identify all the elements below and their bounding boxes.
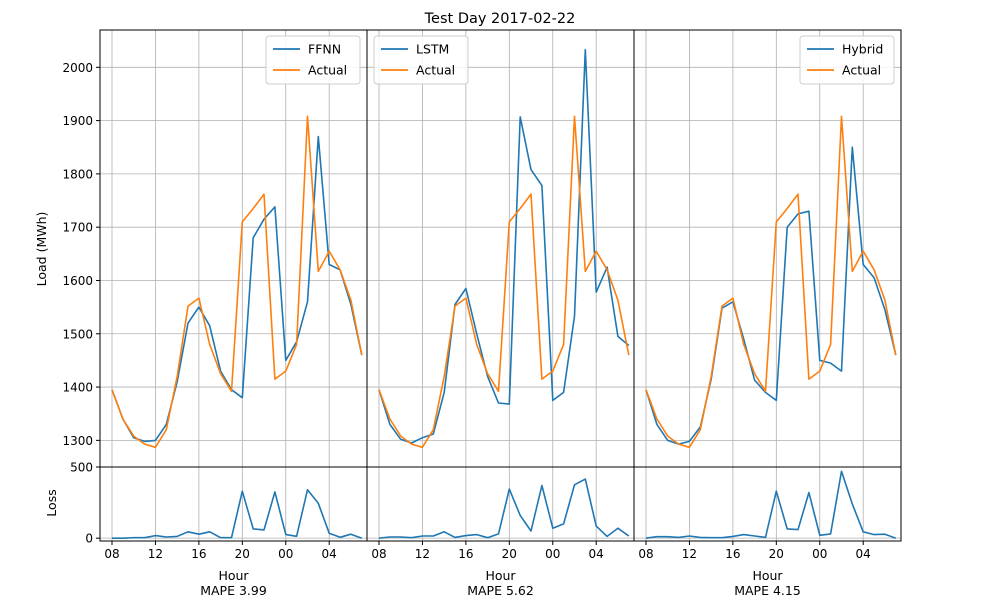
y-tick-label: 1500 [62,327,93,341]
plot-frame [633,466,902,542]
legend-label: Hybrid [842,42,883,57]
loss-line [645,470,897,539]
figure-title: Test Day 2017-02-22 [424,11,576,27]
legend-label: Actual [416,63,455,78]
legend: FFNN Actual [265,35,361,85]
x-tick-label: 04 [856,547,871,561]
load-panel-1: 1300 1400 1500 1600 1700 1800 1900 2000 FFNN Actu… [62,29,368,468]
x-tick-label: 08 [371,547,386,561]
x-axis-label: Hour [485,568,516,583]
legend-box [373,35,469,85]
x-tick-label: 16 [191,547,206,561]
legend-box [799,35,895,85]
x-tick-label: 12 [415,547,430,561]
loss-line [112,488,363,540]
x-tick-label: 08 [638,547,653,561]
legend-label: FFNN [308,42,341,57]
series-line-actual [378,115,630,449]
y-tick-label: 1800 [62,167,93,181]
x-tick-label: 04 [589,547,604,561]
panels: 13001400150016001700180019002000FFNNActu… [62,29,902,598]
loss-axis-label: Loss [44,489,59,516]
mape-label: MAPE 4.15 [734,583,801,598]
x-tick-label: 00 [278,547,293,561]
y-tick-label: 1600 [62,274,93,288]
x-tick-label: 20 [235,547,250,561]
x-tick-label: 08 [104,547,119,561]
series-line-actual [111,115,363,449]
y-tick-label: 500 [70,461,93,475]
legend-label: LSTM [416,42,449,57]
x-tick-label: 00 [545,547,560,561]
series-line-ffnn [111,135,363,443]
x-tick-label: 04 [322,547,337,561]
x-tick-label: 20 [502,547,517,561]
legend-label: Actual [842,63,881,78]
series-line-actual [645,115,897,449]
x-tick-label: 16 [725,547,740,561]
y-tick-label: 1300 [62,434,93,448]
mape-label: MAPE 3.99 [200,583,267,598]
x-tick-label: 00 [812,547,827,561]
legend: Hybrid Actual [799,35,895,85]
x-tick-label: 16 [458,547,473,561]
legend-label: Actual [308,63,347,78]
x-tick-label: 20 [769,547,784,561]
x-axis-label: Hour [752,568,783,583]
y-tick-label: 1700 [62,221,93,235]
y-tick-label: 1400 [62,381,93,395]
x-axis-label: Hour [218,568,249,583]
loss-line [378,478,630,539]
x-tick-label: 12 [148,547,163,561]
mape-label: MAPE 5.62 [467,583,534,598]
load-panel-3: Hybrid Actual [633,29,902,468]
x-tick-label: 12 [682,547,697,561]
legend-box [265,35,361,85]
series-line-hybrid [645,146,897,445]
legend: LSTM Actual [373,35,469,85]
y-tick-label: 0 [85,532,93,546]
y-tick-label: 1900 [62,114,93,128]
series-line-lstm [378,48,630,444]
y-tick-label: 2000 [62,61,93,75]
y-axis-label: Load (MWh) [34,212,49,287]
